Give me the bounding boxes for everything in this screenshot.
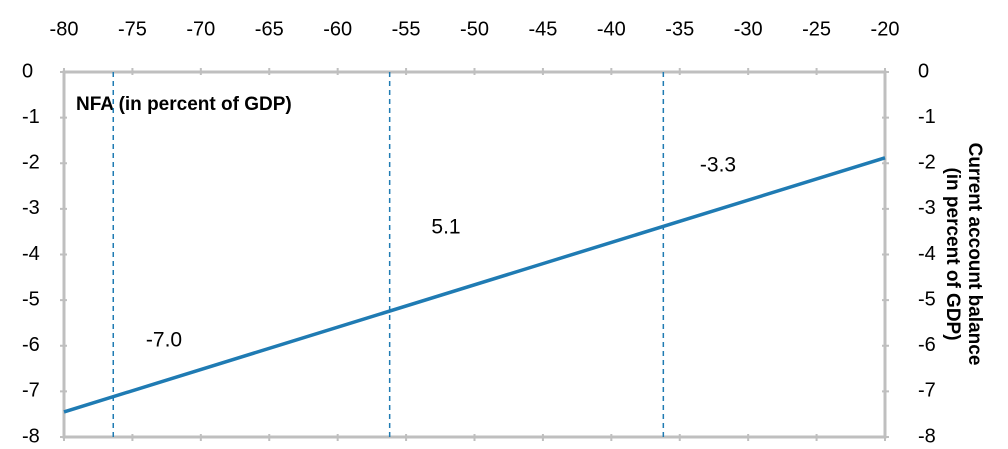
y-tick-label: -2 <box>22 152 40 174</box>
x-tick-label: -35 <box>665 18 694 40</box>
y2-axis-label-line: Current account balance <box>964 143 985 366</box>
x-tick-label: -70 <box>186 18 215 40</box>
y-tick-label: -4 <box>22 243 40 265</box>
y-tick-label: -8 <box>22 425 40 447</box>
y2-tick-label: -4 <box>918 243 936 265</box>
y2-tick-label: -7 <box>918 380 936 402</box>
x-tick-label: -55 <box>392 18 421 40</box>
x-tick-label: -50 <box>460 18 489 40</box>
y2-tick-label: -1 <box>918 106 936 128</box>
x-tick-label: -65 <box>255 18 284 40</box>
y-tick-label: 0 <box>22 60 33 82</box>
annotation: -7.0 <box>146 329 182 352</box>
data-line <box>63 156 886 414</box>
annotation: 5.1 <box>431 216 460 239</box>
x-tick-label: -80 <box>50 18 79 40</box>
y2-axis-label: Current account balance(in percent of GD… <box>942 143 985 366</box>
annotation: -3.3 <box>700 154 736 177</box>
y2-axis-label-line: (in percent of GDP) <box>942 167 963 340</box>
x-tick-label: -60 <box>323 18 352 40</box>
x-tick-label: -25 <box>802 18 831 40</box>
y2-tick-label: -6 <box>918 334 936 356</box>
y2-tick-label: 0 <box>918 60 929 82</box>
y2-tick-label: -8 <box>918 425 936 447</box>
y-tick-label: -5 <box>22 288 40 310</box>
x-tick-label: -20 <box>871 18 900 40</box>
x-tick-label: -30 <box>734 18 763 40</box>
y-tick-label: -6 <box>22 334 40 356</box>
plot-area <box>62 70 887 439</box>
y2-tick-label: -3 <box>918 197 936 219</box>
y-tick-label: -1 <box>22 106 40 128</box>
y-tick-label: -3 <box>22 197 40 219</box>
x-tick-label: -75 <box>118 18 147 40</box>
y-tick-label: -7 <box>22 380 40 402</box>
x-tick-label: -45 <box>528 18 557 40</box>
y2-tick-label: -5 <box>918 288 936 310</box>
x-tick-label: -40 <box>597 18 626 40</box>
chart-title: NFA (in percent of GDP) <box>76 94 292 115</box>
y2-tick-label: -2 <box>918 152 936 174</box>
